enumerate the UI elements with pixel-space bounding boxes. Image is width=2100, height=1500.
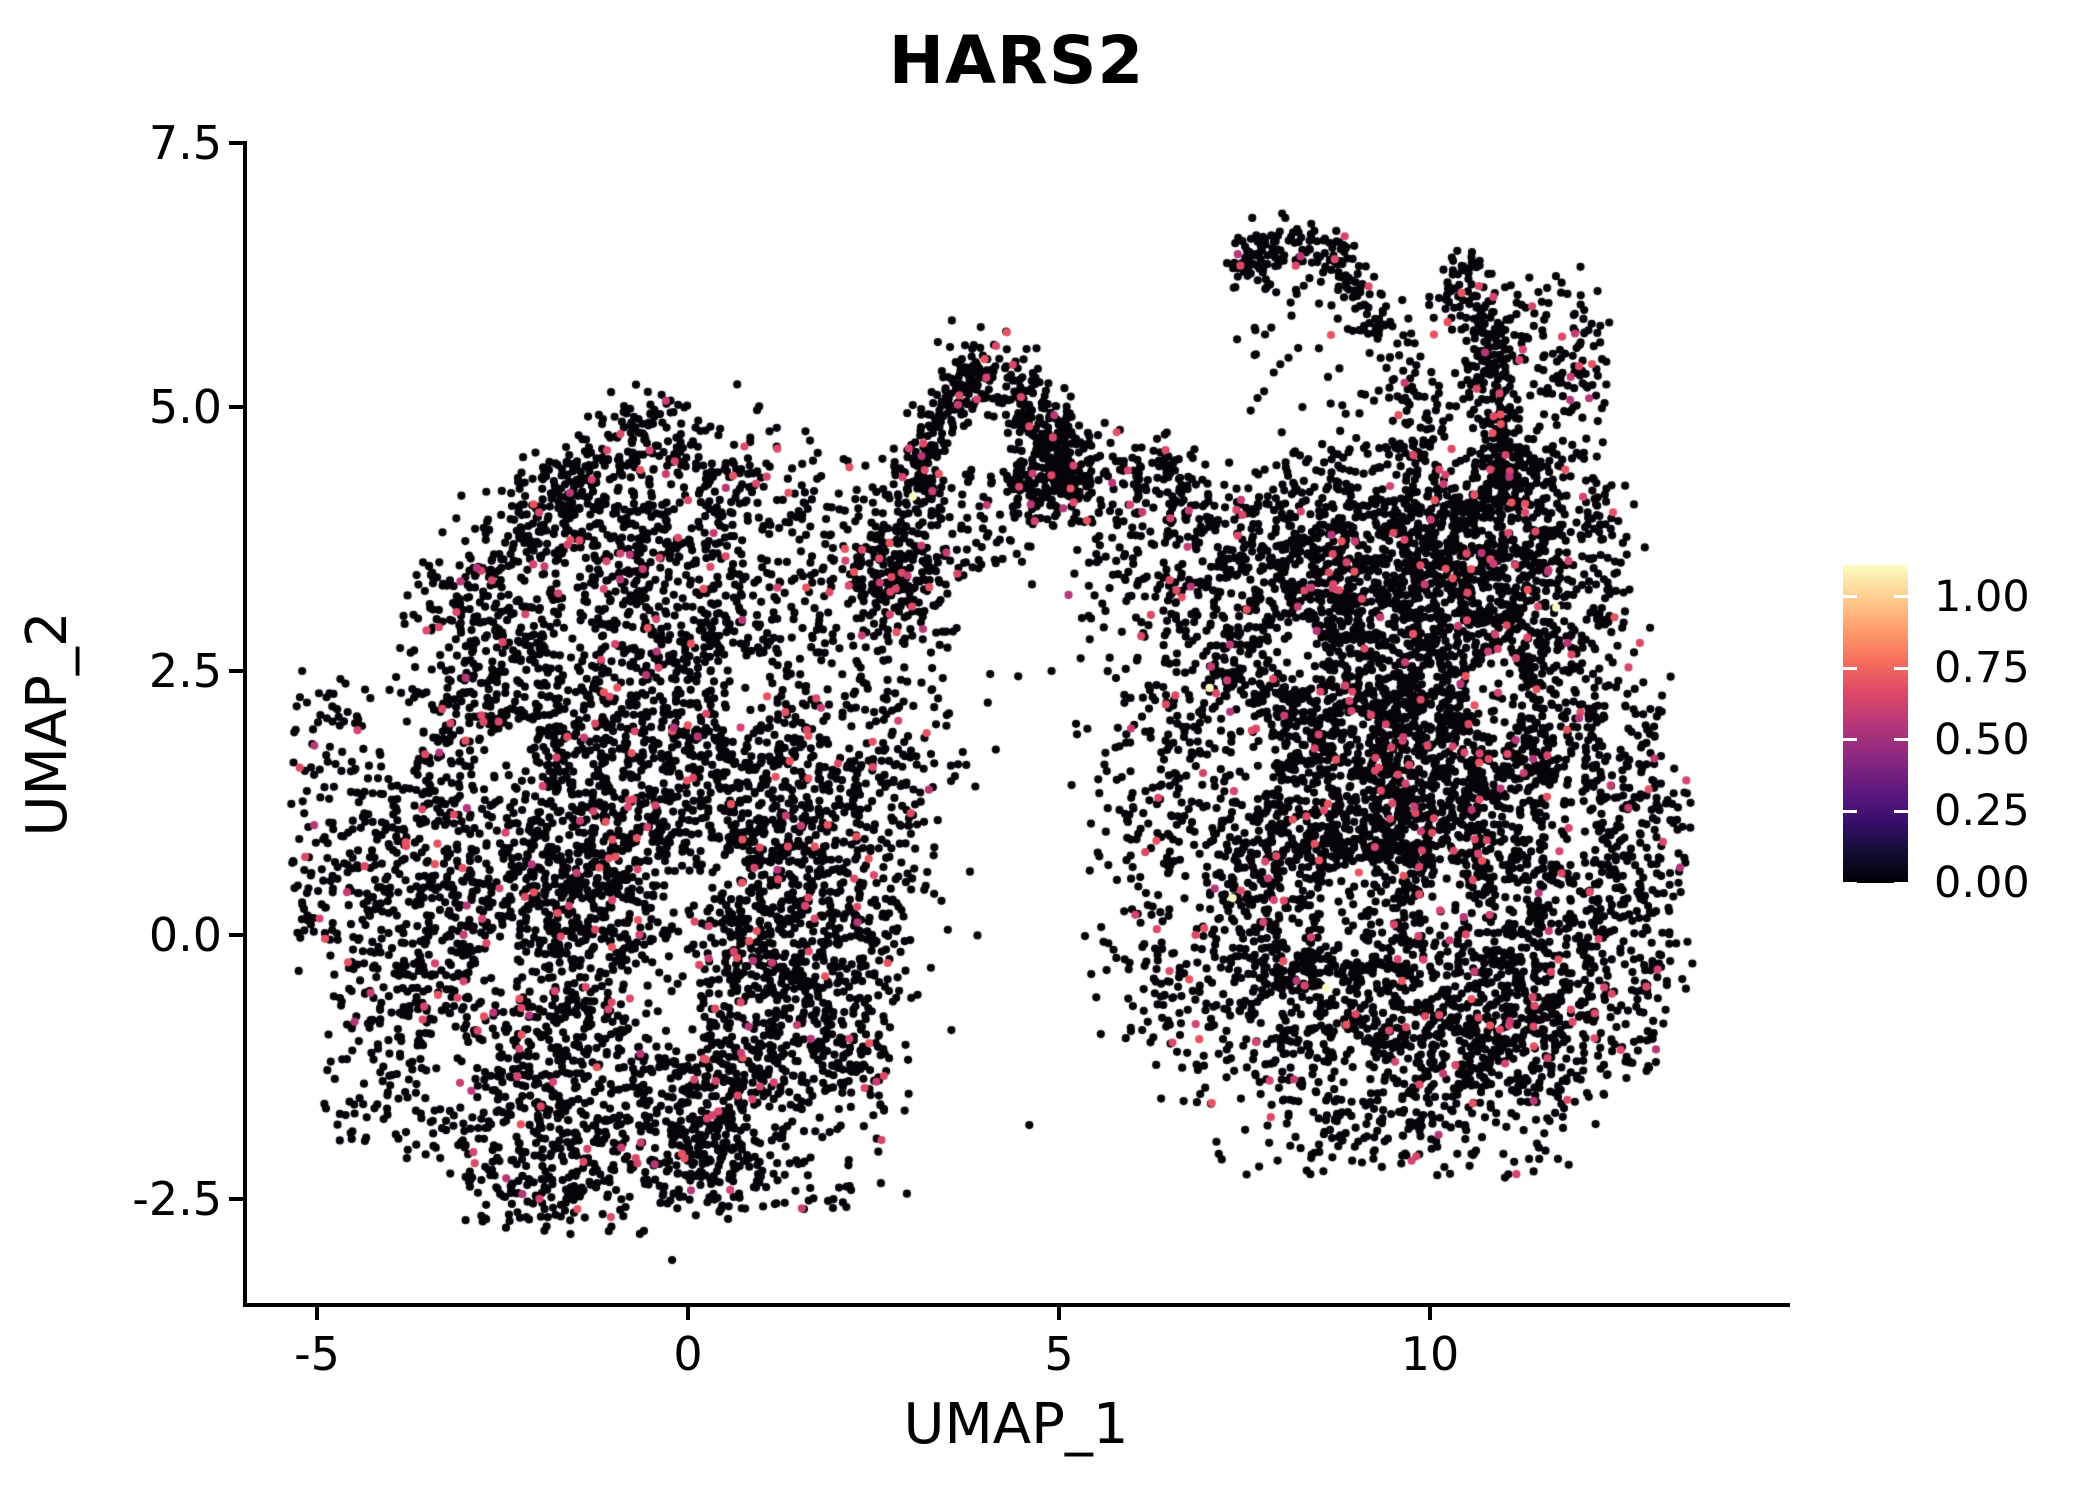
y-tick-mark [229, 933, 243, 937]
y-tick-mark [229, 1197, 243, 1201]
x-tick-mark [1057, 1306, 1061, 1320]
x-tick-label: 10 [1400, 1327, 1460, 1381]
legend-tick-mark [1843, 809, 1857, 813]
y-tick-label: -2.5 [132, 1172, 222, 1226]
x-axis-title: UMAP_1 [903, 1392, 1129, 1457]
legend-tick-mark [1894, 738, 1908, 742]
legend-tick-mark [1894, 666, 1908, 670]
legend-colorbar [1843, 565, 1908, 883]
legend-tick-label: 1.00 [1934, 571, 2030, 622]
y-tick-label: 2.5 [148, 644, 222, 698]
x-tick-mark [315, 1306, 319, 1320]
legend-tick-mark [1843, 666, 1857, 670]
legend-tick-label: 0.00 [1934, 858, 2030, 908]
plot-title: HARS2 [888, 22, 1145, 99]
legend-tick-mark [1843, 595, 1857, 598]
y-axis-title: UMAP_2 [15, 611, 80, 837]
y-tick-mark [229, 141, 243, 145]
legend-tick-mark [1894, 809, 1908, 813]
legend-tick-label: 0.25 [1934, 786, 2030, 837]
legend-tick-label: 0.50 [1934, 714, 2030, 765]
x-tick-label: 0 [673, 1327, 703, 1381]
legend-tick-mark [1894, 595, 1908, 598]
x-tick-label: 5 [1044, 1327, 1074, 1381]
x-axis-line [243, 1303, 1790, 1307]
x-tick-mark [1428, 1306, 1432, 1320]
y-axis-line [243, 141, 247, 1307]
x-tick-mark [686, 1306, 690, 1320]
legend-tick-mark [1843, 881, 1857, 885]
y-tick-mark [229, 669, 243, 673]
y-tick-label: 5.0 [148, 380, 222, 434]
x-tick-label: -5 [294, 1327, 340, 1381]
legend-tick-label: 0.75 [1934, 643, 2030, 694]
y-tick-mark [229, 405, 243, 409]
legend-tick-mark [1894, 881, 1908, 885]
y-tick-label: 7.5 [148, 116, 222, 170]
legend-tick-mark [1843, 738, 1857, 742]
y-tick-label: 0.0 [148, 908, 222, 962]
